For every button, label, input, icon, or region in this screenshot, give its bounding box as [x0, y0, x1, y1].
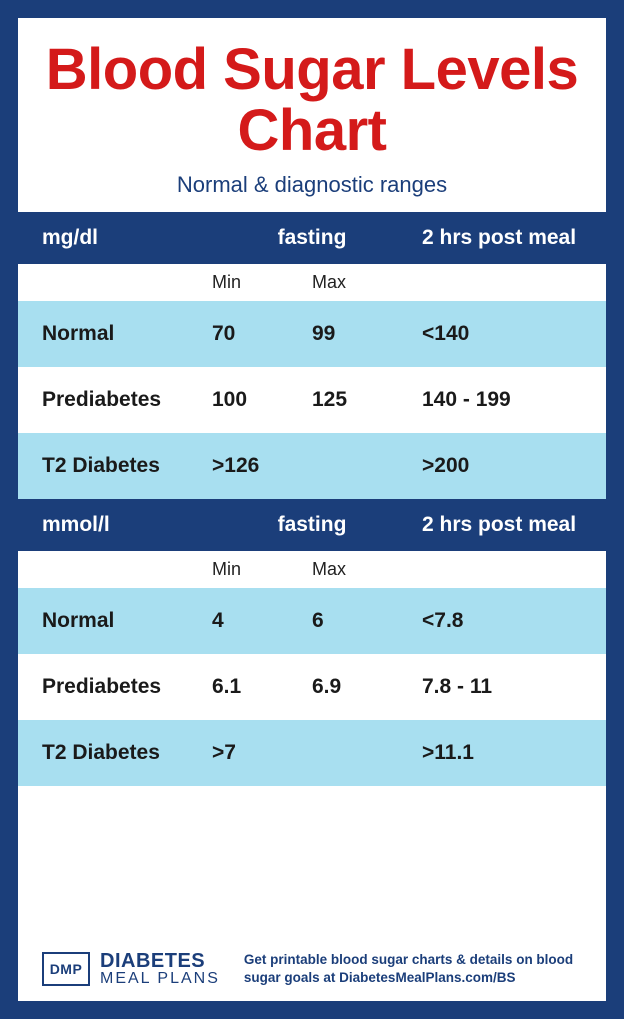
col-postmeal: 2 hrs post meal [412, 226, 582, 250]
row-postmeal: <7.8 [412, 609, 582, 633]
row-min: >7 [212, 741, 312, 765]
unit-label: mg/dl [42, 226, 212, 250]
col-fasting: fasting [212, 226, 412, 250]
row-postmeal: <140 [412, 322, 582, 346]
col-max: Max [312, 559, 412, 580]
col-fasting: fasting [212, 513, 412, 537]
row-min: 6.1 [212, 675, 312, 699]
subheader-mgdl: Min Max [18, 264, 606, 301]
table-row: T2 Diabetes >126 >200 [18, 433, 606, 499]
logo: DMP DIABETES MEAL PLANS [42, 951, 220, 987]
logo-text: DIABETES MEAL PLANS [100, 951, 220, 987]
row-min: >126 [212, 454, 312, 478]
row-label: Prediabetes [42, 388, 212, 412]
title: Blood Sugar Levels Chart [38, 40, 586, 162]
col-postmeal: 2 hrs post meal [412, 513, 582, 537]
subheader-mmoll: Min Max [18, 551, 606, 588]
row-max: 6.9 [312, 675, 412, 699]
table-row: Prediabetes 6.1 6.9 7.8 - 11 [18, 654, 606, 720]
section-header-mgdl: mg/dl fasting 2 hrs post meal [18, 212, 606, 264]
table-row: T2 Diabetes >7 >11.1 [18, 720, 606, 786]
row-label: Normal [42, 609, 212, 633]
row-min: 4 [212, 609, 312, 633]
row-label: Normal [42, 322, 212, 346]
logo-line2: MEAL PLANS [100, 971, 220, 987]
row-postmeal: 140 - 199 [412, 388, 582, 412]
row-postmeal: 7.8 - 11 [412, 675, 582, 699]
row-label: T2 Diabetes [42, 741, 212, 765]
chart-card: Blood Sugar Levels Chart Normal & diagno… [18, 18, 606, 1001]
row-min: 70 [212, 322, 312, 346]
table-row: Prediabetes 100 125 140 - 199 [18, 367, 606, 433]
row-postmeal: >11.1 [412, 741, 582, 765]
row-label: T2 Diabetes [42, 454, 212, 478]
row-max: 6 [312, 609, 412, 633]
row-min: 100 [212, 388, 312, 412]
row-postmeal: >200 [412, 454, 582, 478]
subtitle: Normal & diagnostic ranges [38, 172, 586, 198]
table-row: Normal 4 6 <7.8 [18, 588, 606, 654]
logo-mark: DMP [42, 952, 90, 986]
footer: DMP DIABETES MEAL PLANS Get printable bl… [18, 937, 606, 1001]
row-max: 125 [312, 388, 412, 412]
col-max: Max [312, 272, 412, 293]
section-header-mmoll: mmol/l fasting 2 hrs post meal [18, 499, 606, 551]
logo-line1: DIABETES [100, 951, 220, 971]
col-min: Min [212, 559, 312, 580]
table-row: Normal 70 99 <140 [18, 301, 606, 367]
row-max: 99 [312, 322, 412, 346]
row-label: Prediabetes [42, 675, 212, 699]
header: Blood Sugar Levels Chart Normal & diagno… [18, 18, 606, 212]
footer-note: Get printable blood sugar charts & detai… [244, 951, 582, 987]
unit-label: mmol/l [42, 513, 212, 537]
col-min: Min [212, 272, 312, 293]
